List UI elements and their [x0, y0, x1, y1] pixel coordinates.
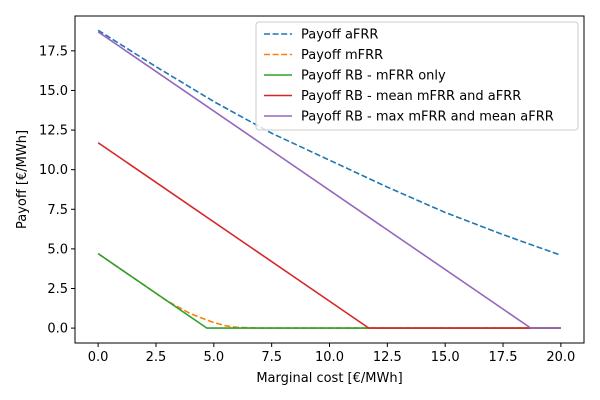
y-tick-label: 0.0 — [47, 322, 68, 337]
y-tick-label: 12.5 — [39, 124, 68, 139]
y-axis-ticks: 0.0 2.5 5.0 7.5 10.0 12.5 15.0 17.5 — [39, 44, 75, 337]
x-tick-label: 17.5 — [489, 350, 518, 365]
series-line-2 — [97, 252, 561, 329]
x-axis-ticks: 0.0 2.5 5.0 7.5 10.0 12.5 15.0 17.5 20.0 — [88, 343, 575, 365]
series-line-5 — [97, 31, 561, 329]
series-line-4 — [97, 142, 561, 329]
legend-label: Payoff RB - max mFRR and mean aFRR — [301, 110, 554, 125]
x-tick-label: 0.0 — [88, 350, 109, 365]
x-tick-label: 12.5 — [373, 350, 402, 365]
x-tick-label: 2.5 — [146, 350, 167, 365]
legend-label: Payoff mFRR — [301, 48, 383, 63]
legend-label: Payoff RB - mFRR only — [301, 69, 446, 84]
legend: Payoff aFRR Payoff mFRR Payoff RB - mFRR o… — [255, 21, 579, 131]
x-tick-label: 20.0 — [546, 350, 575, 365]
plot-lines — [97, 29, 562, 329]
y-tick-label: 5.0 — [47, 242, 68, 257]
x-tick-label: 7.5 — [261, 350, 282, 365]
x-tick-label: 10.0 — [315, 350, 344, 365]
x-axis-label: Marginal cost [€/MWh] — [256, 371, 402, 386]
x-tick-label: 5.0 — [203, 350, 224, 365]
y-tick-label: 17.5 — [39, 44, 68, 59]
legend-label: Payoff RB - mean mFRR and aFRR — [301, 89, 521, 104]
x-tick-label: 15.0 — [431, 350, 460, 365]
y-tick-label: 2.5 — [47, 282, 68, 297]
series-line-1 — [97, 29, 562, 256]
y-tick-label: 15.0 — [39, 84, 68, 99]
y-axis-label: Payoff [€/MWh] — [15, 130, 30, 229]
y-tick-label: 7.5 — [47, 203, 68, 218]
legend-box — [255, 21, 579, 131]
y-tick-label: 10.0 — [39, 163, 68, 178]
legend-label: Payoff aFRR — [301, 28, 378, 43]
